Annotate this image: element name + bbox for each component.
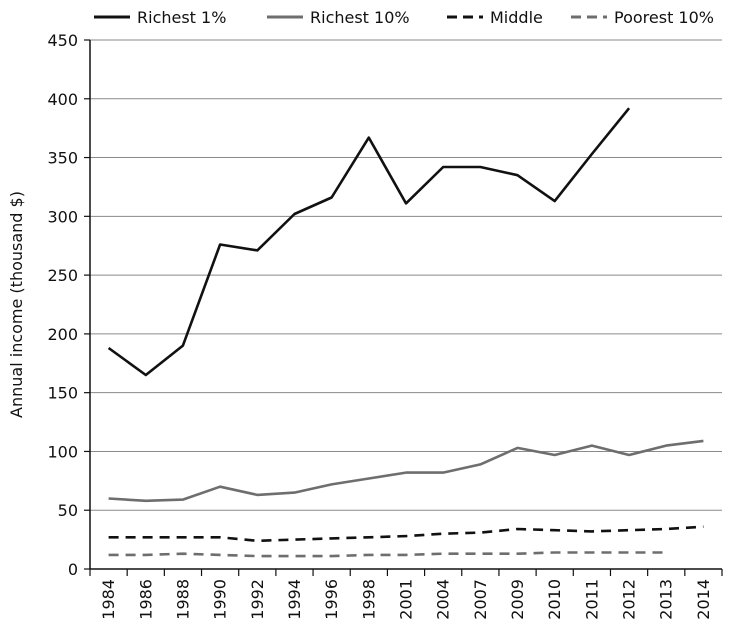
legend-label: Middle bbox=[490, 8, 543, 27]
y-tick-label: 200 bbox=[47, 325, 78, 344]
x-tick-label: 1984 bbox=[99, 579, 118, 620]
legend-label: Poorest 10% bbox=[614, 8, 714, 27]
legend-label: Richest 1% bbox=[137, 8, 226, 27]
x-tick-label: 2014 bbox=[694, 579, 713, 620]
y-tick-label: 100 bbox=[47, 442, 78, 461]
x-tick-label: 2013 bbox=[657, 579, 676, 620]
y-tick-label: 400 bbox=[47, 90, 78, 109]
tick-labels: 0 50 100 150 200 250 300 350 400 450 1984 1986 1988 1… bbox=[47, 31, 712, 620]
legend-label: Richest 10% bbox=[310, 8, 410, 27]
x-tick-label: 2001 bbox=[397, 579, 416, 620]
x-tick-label: 2009 bbox=[508, 579, 527, 620]
y-tick-label: 450 bbox=[47, 31, 78, 50]
series-line-middle bbox=[108, 525, 704, 543]
series-line-poorest-10- bbox=[108, 551, 667, 558]
x-tick-label: 1988 bbox=[173, 579, 192, 620]
series-line-richest-1- bbox=[107, 107, 631, 377]
series-line-richest-10- bbox=[108, 439, 704, 503]
y-axis-title: Annual income (thousand $) bbox=[7, 191, 26, 418]
series-lines bbox=[107, 107, 704, 558]
y-tick-label: 50 bbox=[58, 501, 78, 520]
y-tick-label: 0 bbox=[68, 560, 78, 579]
x-tick-label: 1998 bbox=[359, 579, 378, 620]
axes bbox=[84, 39, 723, 576]
y-tick-label: 300 bbox=[47, 207, 78, 226]
x-tick-label: 1992 bbox=[248, 579, 267, 620]
x-tick-label: 2004 bbox=[434, 579, 453, 620]
x-tick-label: 1994 bbox=[285, 579, 304, 620]
y-tick-label: 150 bbox=[47, 384, 78, 403]
x-tick-label: 1996 bbox=[322, 579, 341, 620]
y-tick-label: 350 bbox=[47, 149, 78, 168]
x-tick-label: 2010 bbox=[545, 579, 564, 620]
x-tick-label: 1986 bbox=[136, 579, 155, 620]
x-tick-label: 2007 bbox=[471, 579, 490, 620]
x-tick-label: 2012 bbox=[620, 579, 639, 620]
x-tick-label: 2011 bbox=[582, 579, 601, 620]
y-tick-label: 250 bbox=[47, 266, 78, 285]
x-tick-label: 1990 bbox=[211, 579, 230, 620]
legend: Richest 1% Richest 10% Middle Poorest 10% bbox=[94, 8, 714, 27]
